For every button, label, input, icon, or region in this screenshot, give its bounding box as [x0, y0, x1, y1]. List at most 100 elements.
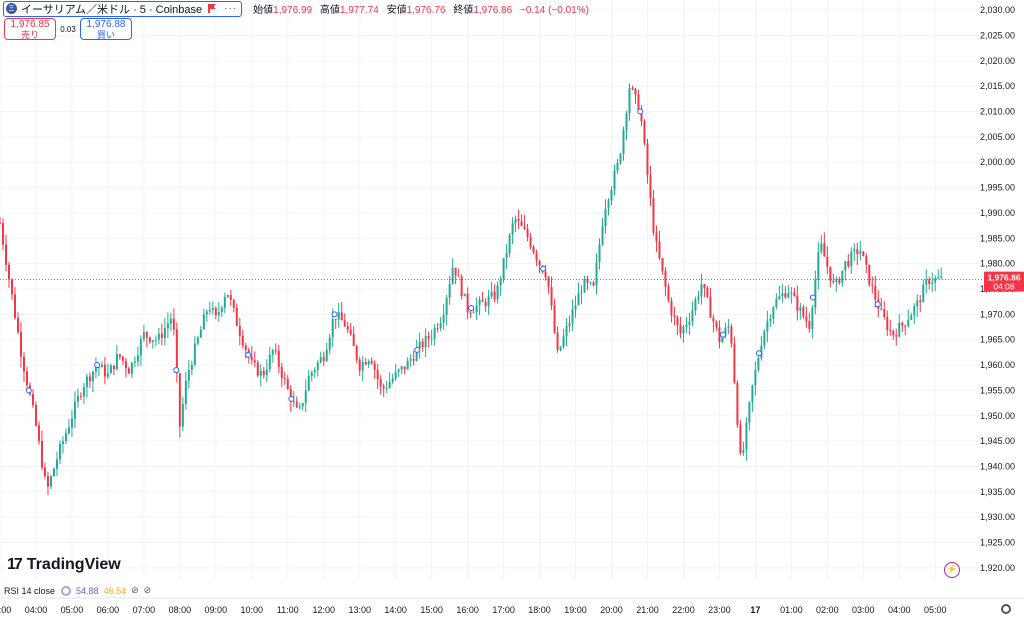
candle-body [853, 249, 856, 252]
candle-body [472, 312, 475, 314]
candle-body [517, 218, 520, 221]
candle-body [529, 236, 532, 247]
candle-body [256, 362, 259, 376]
candle-body [82, 387, 85, 397]
sell-button[interactable]: 1,976.85 売り [4, 18, 56, 40]
candle-body [127, 368, 130, 374]
more-options-icon[interactable]: ··· [224, 3, 238, 14]
candle-body [583, 278, 586, 293]
chart-header: Ξ イーサリアム／米ドル · 5 · Coinbase ··· 始値1,976.… [3, 0, 589, 17]
price-tick-label: 2,005.00 [980, 132, 1015, 142]
time-tick-label: 16:00 [456, 605, 479, 615]
candle-body [700, 284, 703, 297]
candle-body [124, 360, 127, 369]
time-tick-label: 06:00 [97, 605, 120, 615]
candle-body [319, 357, 322, 363]
candle-body [763, 331, 766, 346]
candle-body [727, 326, 730, 329]
remove-icon[interactable]: ⊘ [143, 585, 152, 595]
candle-body [298, 406, 301, 408]
chart-settings-icon[interactable] [1001, 604, 1011, 614]
candle-body [709, 296, 712, 318]
candle-body [67, 427, 70, 434]
candle-body [619, 154, 622, 163]
candle-body [328, 337, 331, 350]
candle-body [766, 320, 769, 332]
candle-body [79, 395, 82, 397]
candle-body [196, 337, 199, 344]
candle-body [730, 326, 733, 344]
candle-body [370, 360, 373, 364]
candle-body [532, 246, 535, 253]
rsi-value: 54.88 [76, 585, 99, 596]
candle-body [814, 279, 817, 308]
candle-body [604, 208, 607, 227]
candle-body [358, 359, 361, 371]
candle-body [397, 369, 400, 372]
candle-body [190, 364, 193, 370]
candle-body [637, 94, 640, 113]
candle-body [184, 380, 187, 405]
buy-button[interactable]: 1,976.88 買い [80, 18, 132, 40]
candle-body [148, 337, 151, 342]
candle-body [235, 307, 238, 326]
rsi-legend[interactable]: RSI 14 close 54.88 46.54 ⊘ ⊘ [4, 585, 156, 596]
candle-body [445, 297, 448, 315]
spread-value: 0.03 [60, 24, 76, 34]
candle-body [901, 322, 904, 326]
candle-body [679, 325, 682, 334]
candle-body [337, 312, 340, 320]
candle-body [505, 253, 508, 259]
event-marker [720, 331, 727, 338]
candle-body [484, 301, 487, 307]
rsi-settings-icon[interactable] [61, 585, 72, 596]
event-marker [173, 367, 180, 374]
price-tick-label: 1,950.00 [980, 411, 1015, 421]
candle-body [448, 283, 451, 298]
candle-body [46, 476, 49, 487]
candle-body [85, 376, 88, 388]
candle-body [226, 295, 229, 298]
candle-body [130, 362, 133, 374]
candle-body [526, 228, 529, 237]
close-label: 終値 [453, 5, 474, 16]
candle-body [928, 279, 931, 284]
candle-body [613, 170, 616, 190]
candle-body [478, 299, 481, 306]
open-value: 1,976.99 [273, 5, 313, 16]
candle-body [820, 243, 823, 252]
candle-body [253, 360, 256, 363]
candle-body [178, 373, 181, 427]
candle-body [199, 329, 202, 338]
candle-body [310, 372, 313, 377]
time-tick-label: 15:00 [420, 605, 443, 615]
symbol-selector[interactable]: Ξ イーサリアム／米ドル · 5 · Coinbase ··· [3, 0, 243, 17]
candle-body [667, 286, 670, 301]
lightning-icon[interactable]: ⚡ [944, 562, 960, 578]
candle-body [733, 343, 736, 383]
candle-body [394, 371, 397, 379]
candle-body [355, 345, 358, 360]
candle-body [916, 300, 919, 307]
candle-body [268, 354, 271, 370]
tradingview-logo[interactable]: 17 TradingView [7, 556, 121, 574]
candle-body [646, 143, 649, 175]
candle-body [391, 378, 394, 383]
candle-body [406, 360, 409, 370]
hide-icon[interactable]: ⊘ [131, 585, 139, 595]
candle-body [634, 88, 637, 95]
candle-body [334, 319, 337, 321]
candle-body [454, 267, 457, 276]
candle-body [850, 251, 853, 266]
candle-body [589, 282, 592, 284]
flag-icon[interactable] [208, 4, 216, 13]
candle-body [346, 326, 349, 330]
candle-body [88, 376, 91, 382]
time-tick-label: 03:00 [0, 605, 11, 615]
candle-body [115, 354, 118, 370]
candle-body [304, 390, 307, 404]
candle-body [421, 341, 424, 348]
candle-body [580, 292, 583, 294]
candle-body [136, 355, 139, 362]
